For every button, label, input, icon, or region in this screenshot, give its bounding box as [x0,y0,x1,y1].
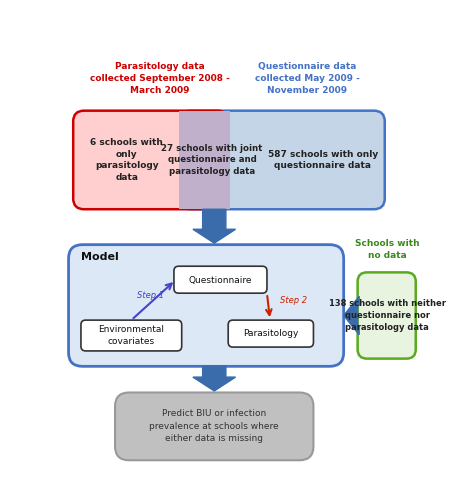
Text: Parasitology: Parasitology [243,330,299,338]
FancyBboxPatch shape [228,320,313,347]
Polygon shape [193,366,236,391]
FancyBboxPatch shape [115,393,313,460]
Text: Parasitology data
collected September 2008 -
March 2009: Parasitology data collected September 20… [90,62,230,95]
Text: 587 schools with only
questionnaire data: 587 schools with only questionnaire data [268,150,378,171]
Text: Model: Model [81,252,118,262]
Text: Questionnaire: Questionnaire [189,276,252,285]
FancyBboxPatch shape [357,272,416,359]
Bar [179,111,230,209]
Polygon shape [344,296,359,335]
FancyBboxPatch shape [179,111,385,209]
Polygon shape [193,209,236,243]
FancyBboxPatch shape [174,266,267,293]
Text: Schools with
no data: Schools with no data [355,239,419,260]
Text: 27 schools with joint
questionnaire and
parasitology data: 27 schools with joint questionnaire and … [161,144,263,176]
Text: Environmental
covariates: Environmental covariates [98,326,164,346]
Text: 138 schools with neither
questionnaire nor
parasitology data: 138 schools with neither questionnaire n… [328,299,446,332]
Text: Predict BIU or infection
prevalence at schools where
either data is missing: Predict BIU or infection prevalence at s… [149,409,279,443]
Text: Step 2: Step 2 [280,296,307,305]
FancyBboxPatch shape [73,111,228,209]
FancyBboxPatch shape [81,320,182,351]
Text: Questionnaire data
collected May 2009 -
November 2009: Questionnaire data collected May 2009 - … [255,62,360,95]
Text: Step 1: Step 1 [137,291,164,300]
FancyBboxPatch shape [69,244,344,366]
Text: 6 schools with
only
parasitology
data: 6 schools with only parasitology data [90,138,163,182]
